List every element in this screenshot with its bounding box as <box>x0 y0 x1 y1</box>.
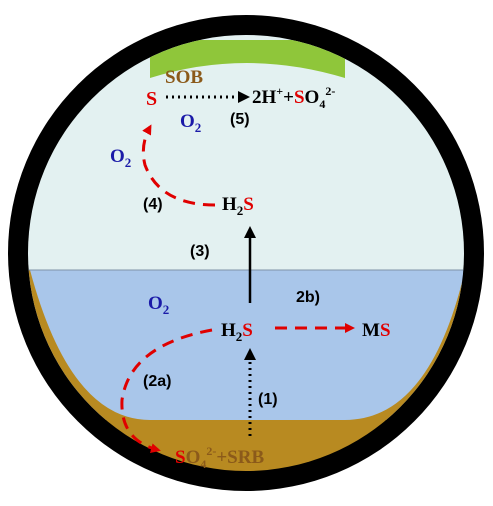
s-top-label: S <box>146 88 157 110</box>
h2s-mid-label: H2S <box>221 320 253 344</box>
sob-label: SOB <box>165 67 203 88</box>
step4-label: (4) <box>143 196 163 213</box>
step5-label: (5) <box>230 111 250 128</box>
arrow-step2a <box>120 328 213 454</box>
step2b-label: 2b) <box>296 289 320 306</box>
step3-label: (3) <box>190 243 210 260</box>
h2s-top-label: H2S <box>222 194 254 218</box>
ms-label: MS <box>362 320 391 341</box>
surface-film <box>150 40 345 78</box>
arrow-step4 <box>141 124 216 207</box>
o2-water-label: O2 <box>148 293 169 317</box>
product-label: 2H++SO42- <box>252 84 335 111</box>
o2-top-label: O2 <box>180 111 201 135</box>
water-zone <box>28 270 464 420</box>
so4-srb-label: SO42-+SRB <box>175 444 264 471</box>
step2a-label: (2a) <box>143 373 171 390</box>
step1-label: (1) <box>258 391 278 408</box>
o2-left-label: O2 <box>110 146 131 170</box>
